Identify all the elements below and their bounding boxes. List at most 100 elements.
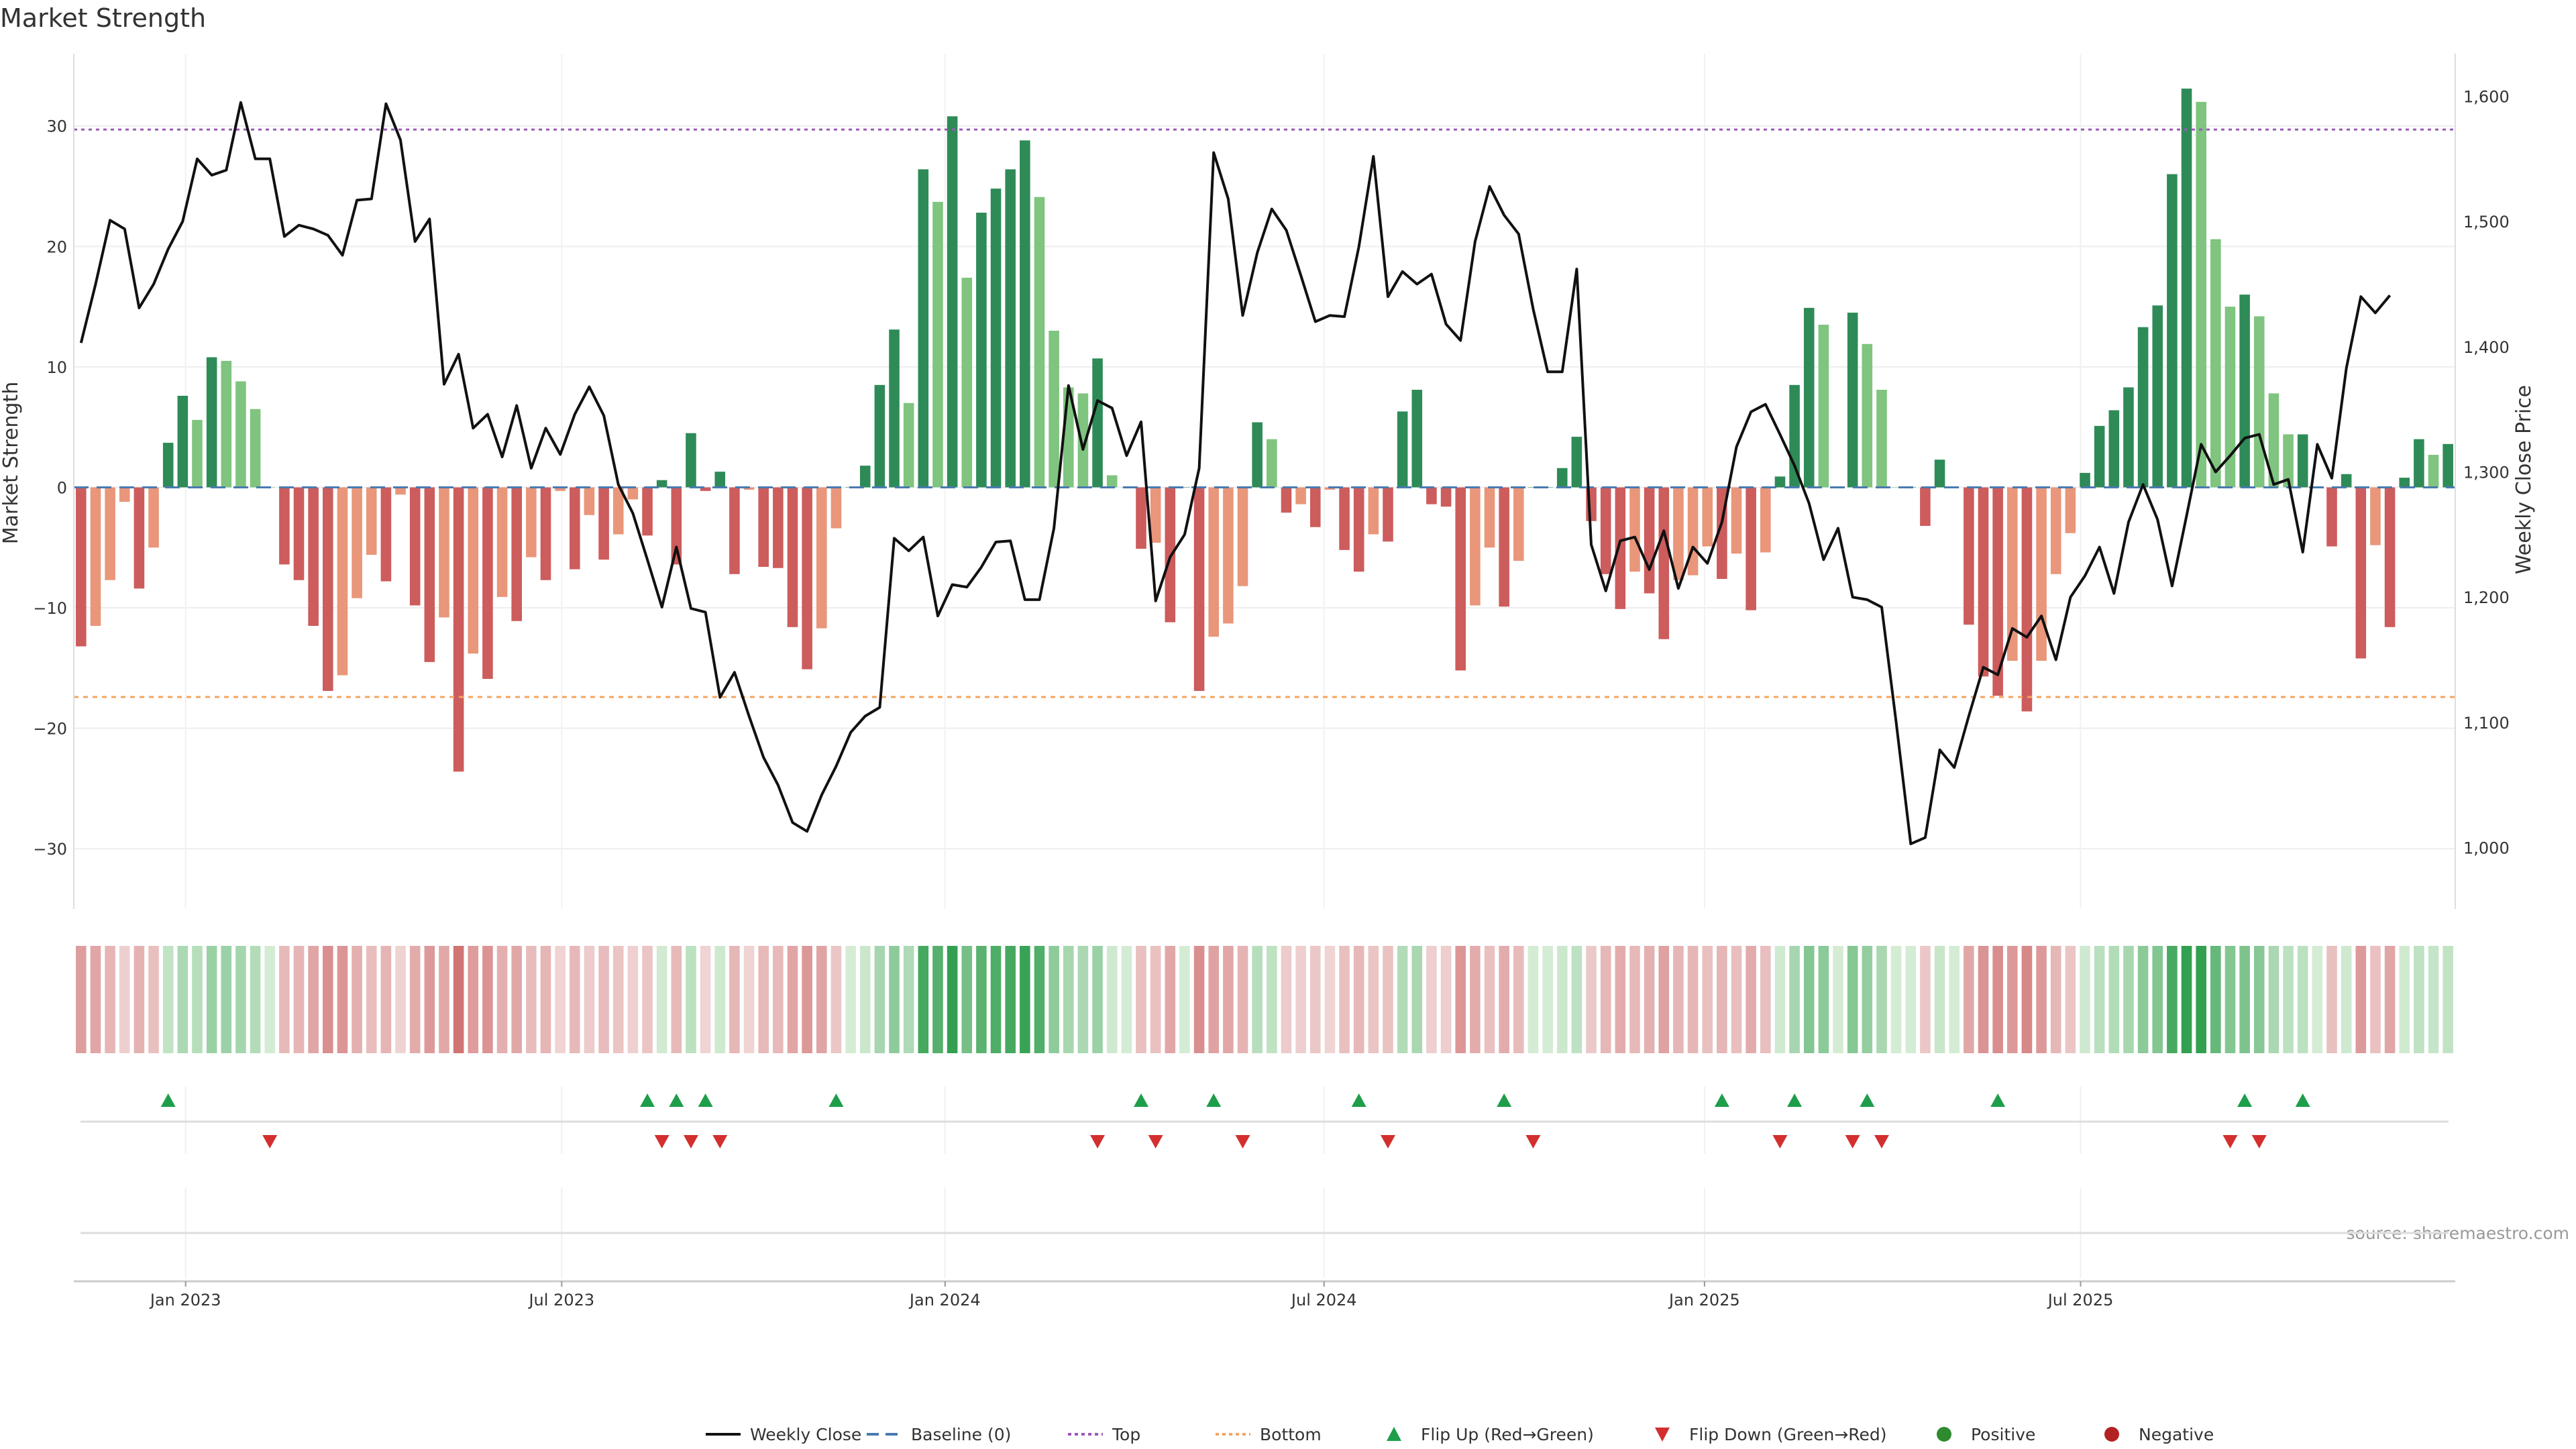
strength-bar: [337, 487, 348, 676]
heat-cell: [1106, 946, 1118, 1053]
heat-cell: [439, 946, 449, 1053]
strength-bar: [2006, 487, 2018, 661]
flip-down-marker: [262, 1135, 278, 1148]
strength-bar: [119, 487, 130, 502]
y-axis-right-label: Weekly Close Price: [2512, 385, 2536, 574]
price-series: [79, 101, 2392, 845]
strength-bar: [468, 487, 479, 654]
strength-bar: [1644, 487, 1655, 594]
heat-cell: [1658, 946, 1670, 1053]
heat-cell: [1876, 946, 1887, 1053]
heat-cell: [1499, 946, 1509, 1053]
strength-bar: [1252, 422, 1263, 488]
flip-up-marker: [828, 1093, 844, 1107]
heat-cell: [773, 946, 784, 1053]
strength-bar: [235, 381, 246, 488]
strength-bar: [323, 487, 333, 691]
strength-bar: [2253, 316, 2265, 488]
strength-bar: [1513, 487, 1524, 561]
heat-cell: [1295, 946, 1306, 1053]
heat-cell: [1934, 946, 1945, 1053]
heat-cell: [1020, 946, 1030, 1053]
heat-cell: [1121, 946, 1132, 1053]
heat-cell: [119, 946, 130, 1053]
heat-cell: [2094, 946, 2105, 1053]
heat-cell: [366, 946, 377, 1053]
legend-item: Positive: [1937, 1425, 2035, 1444]
heat-cell: [1179, 946, 1190, 1053]
y-tick-right: 1,500: [2463, 213, 2510, 231]
strength-bar: [2370, 487, 2381, 545]
strength-bar: [1455, 487, 1466, 671]
heat-cell: [570, 946, 580, 1053]
heat-cell: [1470, 946, 1481, 1053]
heat-cell: [2312, 946, 2323, 1053]
strength-bar: [1281, 487, 1292, 513]
strength-bar: [2428, 454, 2439, 488]
strength-bar: [1702, 487, 1713, 547]
strength-bar: [453, 487, 464, 772]
strength-bar: [830, 487, 842, 529]
heat-cell: [1092, 946, 1103, 1053]
heat-cell: [482, 946, 493, 1053]
strength-bar: [2021, 487, 2033, 712]
heat-cell: [656, 946, 667, 1053]
heat-cell: [2253, 946, 2265, 1053]
heat-cell: [1281, 946, 1292, 1053]
strength-bar: [1731, 487, 1742, 554]
strength-bar: [1760, 487, 1771, 553]
strength-bar: [1600, 487, 1611, 574]
legend-label: Flip Up (Red→Green): [1421, 1425, 1594, 1444]
strength-bar: [2443, 443, 2453, 488]
x-axis: Jan 2023 Jul 2023 Jan 2024 Jul 2024 Jan 2025…: [74, 1280, 2455, 1309]
heat-cell: [162, 946, 174, 1053]
heat-cell: [1862, 946, 1873, 1053]
heat-cell: [1339, 946, 1350, 1053]
strength-bar: [1368, 487, 1379, 535]
strength-bar: [2108, 410, 2120, 488]
heat-cell: [206, 946, 217, 1053]
legend: Weekly Close Baseline (0) Top Bottom Flip Up…: [706, 1425, 2214, 1444]
strength-bar: [2399, 478, 2410, 488]
strength-bar: [686, 433, 696, 488]
strength-bar: [700, 487, 711, 491]
heat-cell: [1760, 946, 1771, 1053]
heat-strip: [76, 946, 2453, 1053]
strength-bar: [1136, 487, 1146, 549]
strength-bar: [1092, 358, 1103, 488]
strength-bar: [148, 487, 159, 548]
strength-bar: [802, 487, 812, 669]
strength-bar: [540, 487, 551, 580]
strength-bar: [990, 189, 1002, 488]
strength-bar: [1615, 487, 1626, 609]
heat-cell: [584, 946, 595, 1053]
heat-cell: [1571, 946, 1582, 1053]
flip-up-marker: [1134, 1093, 1149, 1107]
flip-down-marker: [1845, 1135, 1860, 1148]
heat-cell: [1905, 946, 1917, 1053]
flip-up-marker: [2237, 1093, 2253, 1107]
strength-bar: [1890, 487, 1902, 488]
y-tick-left: 0: [57, 478, 67, 497]
strength-bar: [1499, 487, 1509, 607]
strength-bar: [1005, 169, 1016, 488]
strength-bar: [1978, 487, 1989, 677]
heat-cell: [2006, 946, 2018, 1053]
flip-down-marker: [1525, 1135, 1541, 1148]
heat-cell: [1847, 946, 1858, 1053]
strength-bar: [947, 116, 958, 488]
strength-bar: [2036, 487, 2047, 661]
strength-bar: [1818, 325, 1829, 488]
heat-cell: [1397, 946, 1408, 1053]
heat-cell: [308, 946, 319, 1053]
strength-bar: [1658, 487, 1670, 639]
heat-cell: [424, 946, 435, 1053]
legend-label: Flip Down (Green→Red): [1689, 1425, 1887, 1444]
strength-bar: [1774, 476, 1786, 488]
strength-bar: [1876, 390, 1887, 488]
flip-markers: [80, 1087, 2449, 1278]
x-tick-label: Jan 2024: [908, 1291, 981, 1309]
heat-cell: [511, 946, 523, 1053]
strength-bar: [1193, 487, 1205, 691]
heat-cell: [468, 946, 479, 1053]
